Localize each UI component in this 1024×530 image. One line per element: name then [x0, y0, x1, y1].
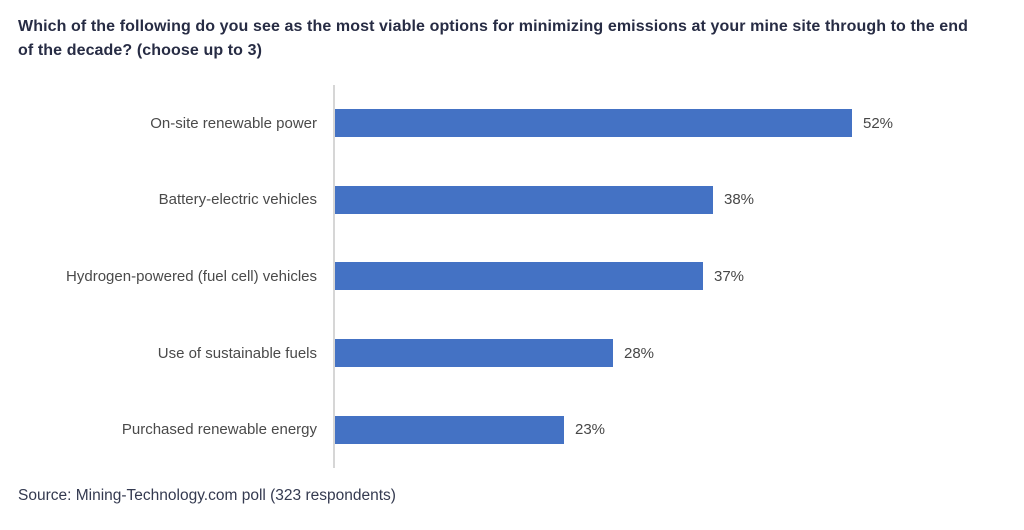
value-label: 52% [863, 114, 894, 132]
category-label: Purchased renewable energy [121, 421, 317, 439]
bar-track: 38% [333, 162, 1006, 239]
bar-rows: On-site renewable power 52% Battery-electr… [18, 85, 1006, 468]
category-label: Battery-electric vehicles [158, 191, 317, 209]
bar-row: Purchased renewable energy 23% [18, 391, 1006, 468]
chart-title: Which of the following do you see as the… [18, 18, 969, 59]
value-label: 23% [575, 421, 606, 439]
bar-track: 28% [333, 315, 1006, 392]
bar [335, 109, 852, 138]
bar-track: 37% [333, 238, 1006, 315]
category-label: Use of sustainable fuels [157, 344, 317, 362]
bar [335, 339, 613, 368]
bar [335, 185, 713, 214]
bar-row: Use of sustainable fuels 28% [18, 315, 1006, 392]
bar-track: 52% [333, 85, 1006, 162]
bar-row: On-site renewable power 52% [18, 85, 1006, 162]
source-note: Source: Mining-Technology.com poll (323 … [18, 487, 396, 504]
y-axis-line [333, 85, 335, 468]
bar-chart: On-site renewable power 52% Battery-electr… [18, 85, 1006, 468]
bar-track: 23% [333, 391, 1006, 468]
category-label: On-site renewable power [150, 114, 317, 132]
bar [335, 415, 564, 444]
bar-row: Battery-electric vehicles 38% [18, 162, 1006, 239]
bar-row: Hydrogen-powered (fuel cell) vehicles 37% [18, 238, 1006, 315]
value-label: 28% [624, 344, 655, 362]
value-label: 37% [714, 267, 745, 285]
bar [335, 262, 703, 291]
category-label: Hydrogen-powered (fuel cell) vehicles [66, 267, 317, 285]
value-label: 38% [724, 191, 755, 209]
